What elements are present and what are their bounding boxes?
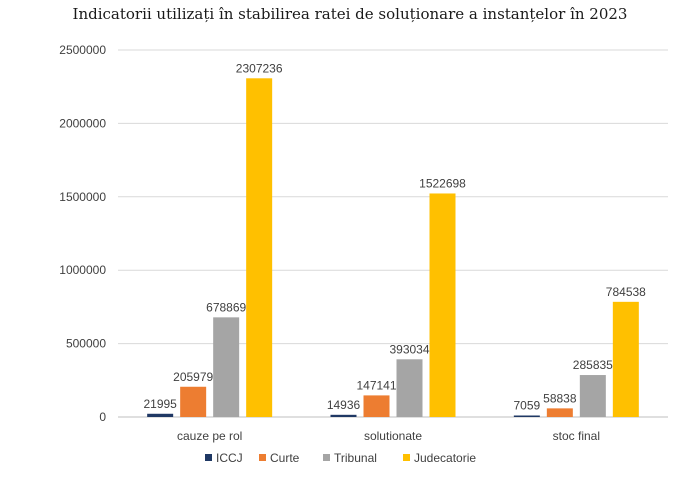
- data-label: 205979: [173, 370, 213, 384]
- bar: [396, 359, 423, 417]
- y-tick-label: 2500000: [59, 43, 106, 57]
- data-label: 678869: [206, 300, 246, 314]
- y-tick-label: 0: [99, 410, 106, 424]
- legend-label: Judecatorie: [414, 451, 476, 465]
- bar: [246, 78, 273, 417]
- data-label: 393034: [389, 342, 429, 356]
- legend-label: ICCJ: [216, 451, 243, 465]
- bar: [147, 413, 174, 417]
- x-axis: cauze pe rol solutionate stoc final: [177, 429, 600, 443]
- data-label: 21995: [143, 397, 177, 411]
- x-tick-label: solutionate: [364, 429, 422, 443]
- legend-label: Curte: [270, 451, 300, 465]
- y-tick-label: 2000000: [59, 116, 106, 130]
- bar: [213, 317, 240, 417]
- chart-title: Indicatorii utilizați în stabilirea rate…: [72, 5, 628, 23]
- data-labels: 21995 205979 678869 2307236 14936 147141 39303…: [143, 61, 646, 412]
- x-tick-label: cauze pe rol: [177, 429, 242, 443]
- bar: [330, 414, 357, 417]
- y-tick-label: 1000000: [59, 263, 106, 277]
- y-axis: 0 500000 1000000 1500000 2000000 2500000: [59, 43, 668, 424]
- legend-label: Tribunal: [334, 451, 377, 465]
- gridlines: [118, 49, 668, 345]
- legend: ICCJ Curte Tribunal Judecatorie: [205, 451, 476, 465]
- legend-swatch: [205, 454, 212, 461]
- data-label: 147141: [356, 378, 396, 392]
- legend-swatch: [403, 454, 410, 461]
- data-label: 784538: [606, 285, 646, 299]
- data-label: 7059: [513, 399, 540, 413]
- bar: [429, 193, 456, 417]
- data-label: 285835: [573, 358, 613, 372]
- legend-swatch: [259, 454, 266, 461]
- bar: [513, 415, 540, 417]
- data-label: 1522698: [419, 176, 466, 190]
- bar: [180, 386, 207, 417]
- bar: [363, 395, 390, 417]
- bar: [546, 408, 573, 417]
- bars: [147, 78, 639, 417]
- y-tick-label: 1500000: [59, 190, 106, 204]
- data-label: 2307236: [236, 61, 283, 75]
- data-label: 14936: [327, 398, 361, 412]
- y-tick-label: 500000: [66, 337, 106, 351]
- legend-swatch: [323, 454, 330, 461]
- bar: [579, 375, 606, 417]
- bar: [612, 301, 639, 417]
- x-tick-label: stoc final: [553, 429, 600, 443]
- data-label: 58838: [543, 391, 577, 405]
